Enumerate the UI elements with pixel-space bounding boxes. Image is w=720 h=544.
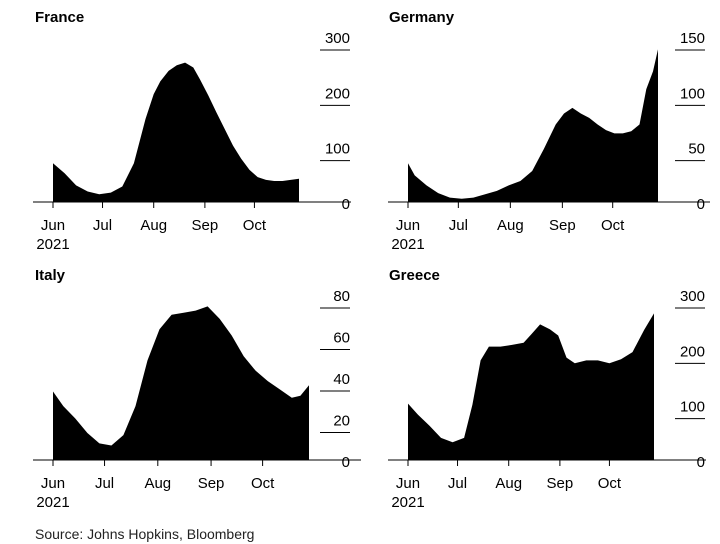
france-title: France xyxy=(35,9,84,26)
italy-y-tick-60: 60 xyxy=(333,330,350,347)
greece-y-tick-200: 200 xyxy=(680,343,705,360)
italy-title: Italy xyxy=(35,267,66,284)
france-y-tick-0: 0 xyxy=(342,196,350,213)
france-x-tick-oct: Oct xyxy=(243,217,267,234)
italy-x-tick-oct: Oct xyxy=(251,475,275,492)
germany-x-tick-oct: Oct xyxy=(601,217,625,234)
italy-y-tick-20: 20 xyxy=(333,413,350,430)
greece-x-tick-aug: Aug xyxy=(495,475,522,492)
france-area xyxy=(53,62,299,202)
italy-area xyxy=(53,306,309,460)
greece-area xyxy=(408,313,654,460)
france-y-tick-300: 300 xyxy=(325,30,350,47)
italy-y-tick-40: 40 xyxy=(333,371,350,388)
france-x-tick-aug: Aug xyxy=(140,217,167,234)
italy-x-tick-jun: Jun 2021 xyxy=(36,475,69,511)
greece-y-tick-300: 300 xyxy=(680,288,705,305)
germany-x-tick-sep: Sep xyxy=(549,217,576,234)
france-x-tick-jul: Jul xyxy=(93,217,112,234)
germany-x-tick-jun: Jun 2021 xyxy=(391,217,424,253)
italy-y-tick-0: 0 xyxy=(342,454,350,471)
france-y-tick-100: 100 xyxy=(325,141,350,158)
greece-x-tick-jun: Jun 2021 xyxy=(391,475,424,511)
greece-title: Greece xyxy=(389,267,440,284)
france-x-tick-sep: Sep xyxy=(192,217,219,234)
france-y-tick-200: 200 xyxy=(325,85,350,102)
greece-x-tick-jul: Jul xyxy=(448,475,467,492)
greece-y-tick-100: 100 xyxy=(680,399,705,416)
greece-x-tick-sep: Sep xyxy=(547,475,574,492)
germany-title: Germany xyxy=(389,9,455,26)
greece-x-tick-oct: Oct xyxy=(598,475,622,492)
france-x-tick-jun: Jun 2021 xyxy=(36,217,69,253)
italy-x-tick-jul: Jul xyxy=(95,475,114,492)
germany-y-tick-0: 0 xyxy=(697,196,705,213)
germany-area xyxy=(408,49,658,202)
germany-x-tick-jul: Jul xyxy=(449,217,468,234)
greece-y-tick-0: 0 xyxy=(697,454,705,471)
germany-y-tick-150: 150 xyxy=(680,30,705,47)
germany-y-tick-100: 100 xyxy=(680,85,705,102)
italy-x-tick-sep: Sep xyxy=(198,475,225,492)
germany-x-tick-aug: Aug xyxy=(497,217,524,234)
germany-y-tick-50: 50 xyxy=(688,141,705,158)
italy-y-tick-80: 80 xyxy=(333,288,350,305)
italy-x-tick-aug: Aug xyxy=(144,475,171,492)
source-note: Source: Johns Hopkins, Bloomberg xyxy=(35,526,255,542)
